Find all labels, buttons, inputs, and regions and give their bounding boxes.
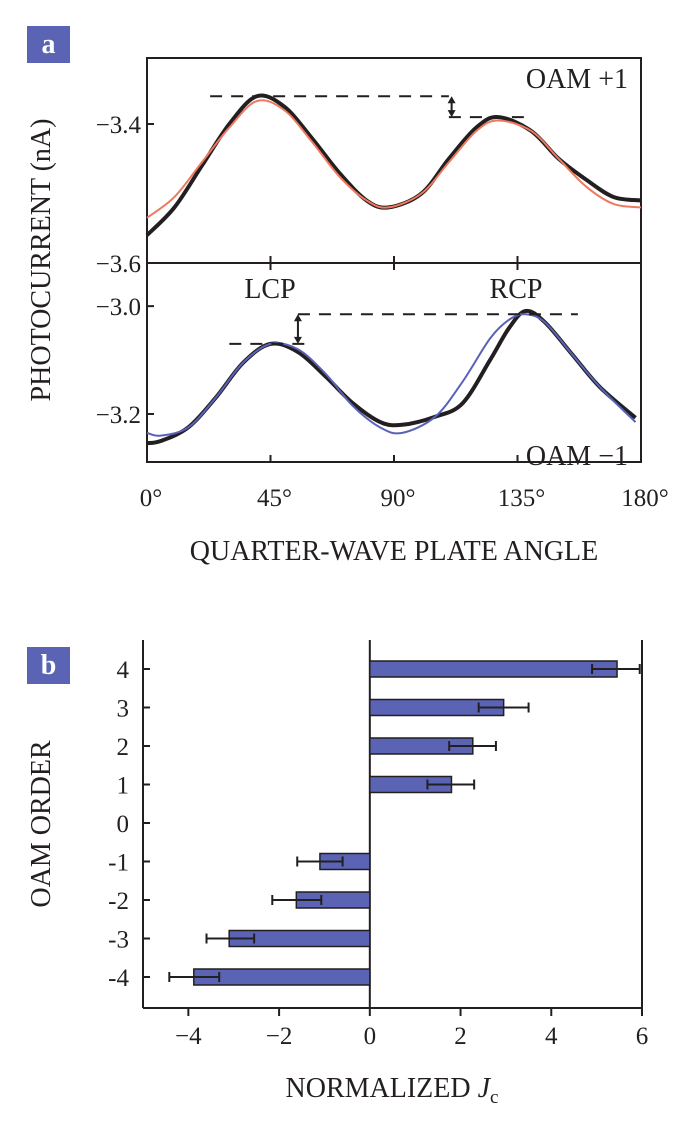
panel-a-tag: a <box>27 26 70 63</box>
y-tick-label: -3 <box>108 927 129 954</box>
error-bar-oam--3 <box>205 933 256 944</box>
x-tick-label: 90° <box>381 485 416 512</box>
y-tick-label: −3.2 <box>96 402 141 429</box>
x-tick-label: −2 <box>266 1023 293 1050</box>
y-tick-label: 4 <box>117 657 130 684</box>
y-tick-label: 2 <box>117 734 130 761</box>
lcp-label: LCP <box>244 274 295 305</box>
error-bar-oam-3 <box>477 702 530 713</box>
x-tick-label: 4 <box>545 1023 558 1050</box>
x-tick-label: 0° <box>140 485 163 512</box>
error-bar-oam--1 <box>296 856 344 867</box>
panel-a-chart: −3.4 −3.6 −3.0 −3.2 0° 45° 90° 135° 180° <box>96 57 669 512</box>
panel-b-chart: −4 −2 0 2 4 6 4 3 2 1 0 -1 -2 -3 -4 <box>108 640 648 1050</box>
series-upper-fit <box>146 99 642 219</box>
legend-oam-plus1: OAM +1 <box>526 64 628 95</box>
y-tick-label: 0 <box>117 811 130 838</box>
error-bar-oam-4 <box>591 664 641 674</box>
series-lower-measured <box>146 308 637 446</box>
x-tick-label: 6 <box>636 1023 649 1050</box>
series-upper-measured <box>145 93 642 237</box>
x-tick-label: 45° <box>257 485 292 512</box>
y-tick-label: 1 <box>117 773 130 800</box>
y-tick-label: −3.6 <box>96 251 141 278</box>
x-tick-label: 0 <box>364 1023 377 1050</box>
x-label-subscript: c <box>490 1087 498 1108</box>
panel-b-y-axis-label: OAM ORDER <box>26 740 57 908</box>
panel-b-tag-box <box>27 647 70 684</box>
x-label-italic: J <box>478 1073 492 1104</box>
panel-a-y-axis-label: PHOTOCURRENT (nA) <box>26 119 57 402</box>
y-tick-label: -2 <box>108 888 129 915</box>
x-tick-label: −4 <box>175 1023 202 1050</box>
y-tick-label: −3.0 <box>96 294 141 321</box>
x-tick-label: 2 <box>454 1023 467 1050</box>
bar-oam-4 <box>369 660 618 678</box>
y-tick-label: −3.4 <box>96 112 142 139</box>
x-label-main: NORMALIZED <box>286 1073 478 1104</box>
error-bar-oam-2 <box>448 741 497 751</box>
plot-frame-lower <box>146 262 642 463</box>
x-tick-label: 135° <box>498 485 546 512</box>
x-tick-label: 180° <box>621 485 669 512</box>
panel-b-tag-label: b <box>41 650 57 681</box>
y-tick-label: -4 <box>108 965 129 992</box>
double-arrow-icon <box>447 96 456 118</box>
panel-b-x-axis-label: NORMALIZED Jc <box>286 1073 499 1108</box>
y-tick-label: -1 <box>108 850 129 877</box>
error-bar-oam--2 <box>271 895 323 905</box>
error-bar-oam--4 <box>168 972 221 982</box>
panel-a-x-axis-label: QUARTER-WAVE PLATE ANGLE <box>190 536 598 567</box>
legend-oam-minus1: OAM −1 <box>526 441 628 472</box>
panel-a-tag-box <box>27 26 70 63</box>
panel-a-tag-label: a <box>42 29 56 60</box>
error-bar-oam-1 <box>426 779 476 790</box>
y-tick-label: 3 <box>117 696 130 723</box>
series-lower-fit <box>146 313 637 437</box>
panel-b-tag: b <box>27 647 70 684</box>
double-arrow-icon <box>293 314 302 344</box>
rcp-label: RCP <box>490 274 543 305</box>
